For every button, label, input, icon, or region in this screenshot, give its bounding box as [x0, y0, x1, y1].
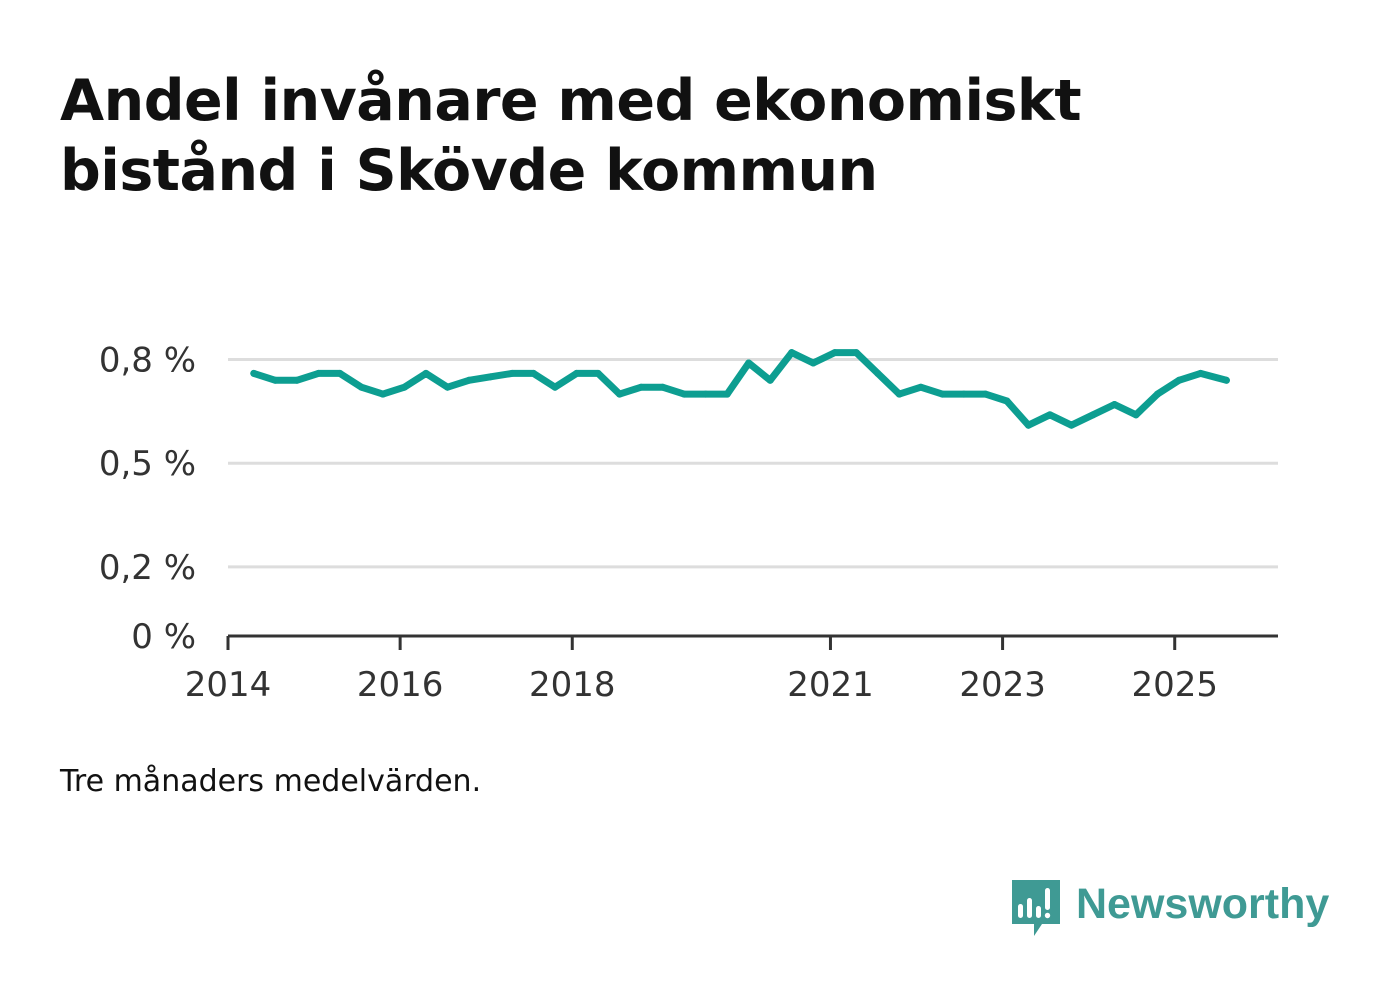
data-point [960, 390, 968, 398]
series-group [250, 349, 1230, 429]
chart-title: Andel invånare med ekonomiskt bistånd i … [60, 66, 1260, 206]
data-point [530, 369, 538, 377]
data-point [250, 369, 258, 377]
x-axis-labels: 2014 2016 2018 2021 2023 2025 [185, 665, 1218, 705]
x-axis [226, 634, 1278, 650]
data-point [852, 349, 860, 357]
data-point [465, 376, 473, 384]
data-point [788, 349, 796, 357]
data-point [314, 369, 322, 377]
data-point [938, 390, 946, 398]
data-point [723, 390, 731, 398]
data-point [400, 383, 408, 391]
data-point [1154, 390, 1162, 398]
data-point [917, 383, 925, 391]
data-point [874, 369, 882, 377]
data-point [1024, 421, 1032, 429]
x-tick-label: 2018 [529, 665, 616, 705]
data-point [293, 376, 301, 384]
brand-logo[interactable]: Newsworthy [1010, 878, 1329, 940]
data-point [1003, 397, 1011, 405]
data-point [766, 376, 774, 384]
data-point [1197, 369, 1205, 377]
y-tick-label: 0,8 % [99, 341, 196, 381]
data-point [271, 376, 279, 384]
data-point [1132, 411, 1140, 419]
data-point [680, 390, 688, 398]
series-line [250, 349, 1230, 429]
data-point [443, 383, 451, 391]
data-point [551, 383, 559, 391]
x-tick-label: 2021 [787, 665, 874, 705]
data-point [594, 369, 602, 377]
data-point [336, 369, 344, 377]
chart-title-line-2: bistånd i Skövde kommun [60, 138, 878, 204]
data-point [357, 383, 365, 391]
data-point [1110, 400, 1118, 408]
data-point [702, 390, 710, 398]
data-point [831, 349, 839, 357]
data-point [981, 390, 989, 398]
data-point [422, 369, 430, 377]
x-tick-label: 2014 [185, 665, 272, 705]
y-axis-labels: 0 % 0,2 % 0,5 % 0,8 % [99, 341, 196, 657]
data-point [637, 383, 645, 391]
data-point [809, 359, 817, 367]
x-tick-label: 2023 [959, 665, 1046, 705]
data-point [1067, 421, 1075, 429]
data-point [616, 390, 624, 398]
data-point [659, 383, 667, 391]
data-point [487, 373, 494, 381]
newsworthy-chart-logo-icon [1012, 880, 1060, 936]
x-tick-label: 2025 [1131, 665, 1218, 705]
data-point [1046, 411, 1054, 419]
chart-title-line-1: Andel invånare med ekonomiskt [60, 68, 1082, 134]
brand-name: Newsworthy [1076, 880, 1330, 928]
data-point [508, 369, 516, 377]
x-tick-label: 2016 [357, 665, 444, 705]
data-point [895, 390, 903, 398]
y-tick-label: 0,2 % [99, 548, 196, 588]
gridlines [228, 358, 1278, 569]
data-point [1089, 411, 1097, 419]
data-point [573, 369, 581, 377]
footnote: Tre månaders medelvärden. [60, 764, 482, 799]
data-point [1175, 376, 1183, 384]
y-tick-label: 0 % [131, 617, 196, 657]
y-tick-label: 0,5 % [99, 444, 196, 484]
data-point [745, 359, 753, 367]
data-point [1222, 376, 1230, 384]
data-point [379, 390, 387, 398]
